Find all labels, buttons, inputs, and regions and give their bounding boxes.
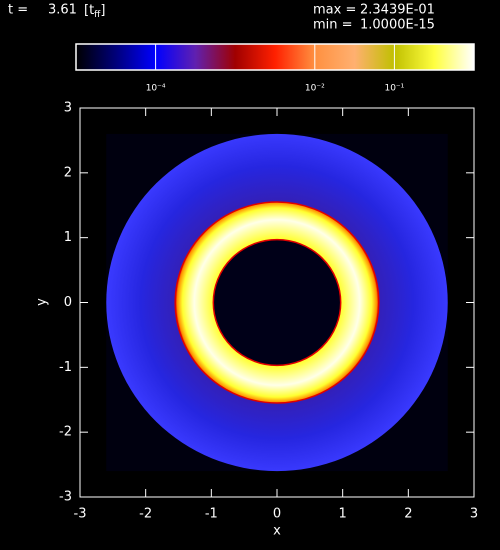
y-tick-label: 2 xyxy=(64,165,72,180)
y-tick-label: 0 xyxy=(64,295,72,310)
time-unit-close: ] xyxy=(100,3,105,18)
colorbar-tick-label: 10⁻² xyxy=(305,84,325,94)
x-tick-label: -2 xyxy=(139,507,152,522)
max-value: 2.3439E-01 xyxy=(360,3,435,18)
colorbar-tick-label: 10⁻¹ xyxy=(384,84,404,94)
y-tick-label: -3 xyxy=(59,490,72,505)
x-tick-label: 3 xyxy=(470,507,478,522)
min-label: min = xyxy=(313,18,353,33)
colorbar-tick-label: 10⁻⁴ xyxy=(146,84,166,94)
max-label: max = xyxy=(313,3,356,18)
y-tick-label: -1 xyxy=(59,360,72,375)
y-tick-label: 3 xyxy=(64,101,72,116)
hole xyxy=(212,238,342,367)
y-axis-label: y xyxy=(35,298,50,306)
time-unit-open: [t xyxy=(84,3,94,18)
colorbar xyxy=(75,43,475,71)
time-unit: [tff] xyxy=(84,3,105,20)
x-tick-label: 1 xyxy=(339,507,347,522)
x-axis-label: x xyxy=(273,524,281,539)
time-unit-sub: ff xyxy=(94,10,101,20)
y-tick-label: -2 xyxy=(59,425,72,440)
x-tick-label: -3 xyxy=(74,507,87,522)
min-value: 1.0000E-15 xyxy=(360,18,435,33)
time-label: t = xyxy=(8,3,28,18)
time-value: 3.61 xyxy=(48,3,77,18)
y-tick-label: 1 xyxy=(64,230,72,245)
x-tick-label: 2 xyxy=(404,507,412,522)
x-tick-label: 0 xyxy=(273,507,281,522)
x-tick-label: -1 xyxy=(205,507,218,522)
